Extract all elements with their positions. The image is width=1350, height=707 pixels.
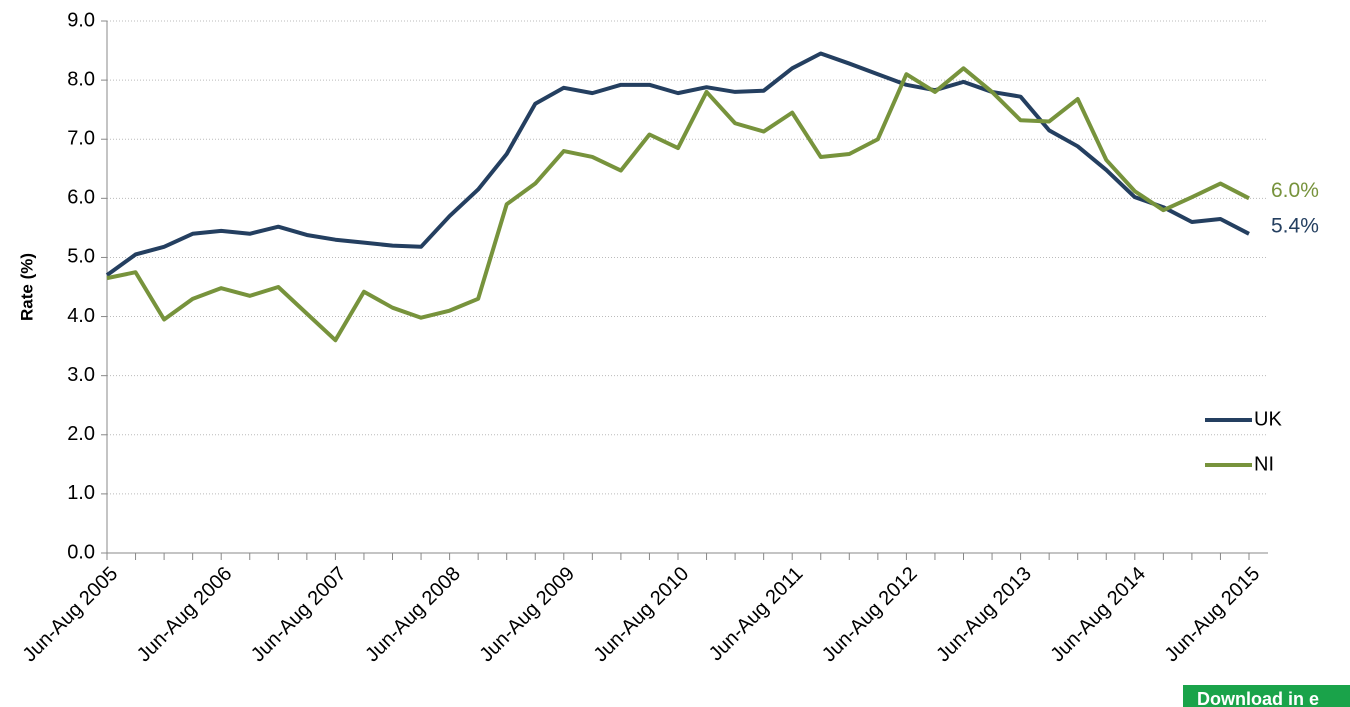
- x-tick-label: Jun-Aug 2015: [1161, 563, 1265, 667]
- y-tick-label: 0.0: [67, 541, 95, 563]
- y-tick-label: 8.0: [67, 68, 95, 90]
- x-tick-label: Jun-Aug 2007: [247, 563, 351, 667]
- x-tick-label: Jun-Aug 2011: [705, 563, 808, 666]
- download-button[interactable]: Download in e: [1183, 685, 1350, 707]
- y-tick-label: 6.0: [67, 187, 95, 209]
- value-label: 6.0%: [1271, 179, 1319, 202]
- y-tick-label: 7.0: [67, 128, 95, 150]
- y-tick-label: 5.0: [67, 246, 95, 268]
- value-label: 5.4%: [1271, 214, 1319, 237]
- y-tick-label: 9.0: [67, 9, 95, 31]
- x-tick-label: Jun-Aug 2009: [475, 563, 579, 667]
- line-series: [106, 66, 1250, 343]
- y-tick-label: 4.0: [67, 305, 95, 327]
- y-tick-label: 3.0: [67, 364, 95, 386]
- x-tick-label: Jun-Aug 2013: [932, 563, 1036, 667]
- line-series: [105, 51, 1250, 277]
- legend-label: NI: [1254, 453, 1274, 475]
- x-tick-label: Jun-Aug 2012: [818, 563, 922, 667]
- y-axis-label: Rate (%): [17, 253, 36, 321]
- x-tick-label: Jun-Aug 2005: [19, 563, 123, 667]
- x-tick-label: Jun-Aug 2010: [590, 563, 694, 667]
- y-tick-label: 2.0: [67, 423, 95, 445]
- y-tick-label: 1.0: [67, 482, 95, 504]
- x-tick-label: Jun-Aug 2008: [361, 563, 465, 667]
- legend-label: UK: [1254, 408, 1282, 430]
- x-tick-label: Jun-Aug 2014: [1046, 563, 1150, 667]
- x-tick-label: Jun-Aug 2006: [133, 563, 237, 667]
